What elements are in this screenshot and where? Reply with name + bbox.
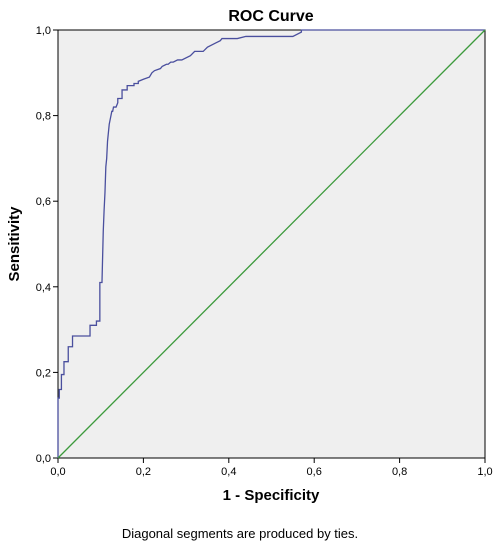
x-tick-label: 0,8 xyxy=(392,466,407,478)
y-tick-label: 0,0 xyxy=(36,453,51,465)
footnote: Diagonal segments are produced by ties. xyxy=(122,526,358,541)
x-tick-label: 0,4 xyxy=(221,466,236,478)
y-axis-title: Sensitivity xyxy=(6,206,23,282)
y-tick-label: 0,6 xyxy=(36,196,51,208)
x-axis-title: 1 - Specificity xyxy=(223,487,320,504)
y-tick-label: 0,4 xyxy=(36,282,51,294)
x-tick-label: 0,0 xyxy=(50,466,65,478)
y-tick-label: 0,8 xyxy=(36,111,51,123)
y-tick-label: 0,2 xyxy=(36,367,51,379)
x-tick-label: 0,2 xyxy=(136,466,151,478)
y-tick-label: 1,0 xyxy=(36,25,51,37)
axis-ticks xyxy=(53,29,486,463)
roc-curve-line xyxy=(57,29,485,458)
series-layer xyxy=(57,29,486,459)
x-tick-label: 1,0 xyxy=(477,466,492,478)
tick-labels: 0,0 0,2 0,4 0,6 0,8 1,0 0,0 0,2 0,4 0,6 0,8 1,0 xyxy=(36,25,493,478)
chart-title: ROC Curve xyxy=(228,8,313,25)
reference-line xyxy=(57,29,486,459)
x-tick-label: 0,6 xyxy=(307,466,322,478)
